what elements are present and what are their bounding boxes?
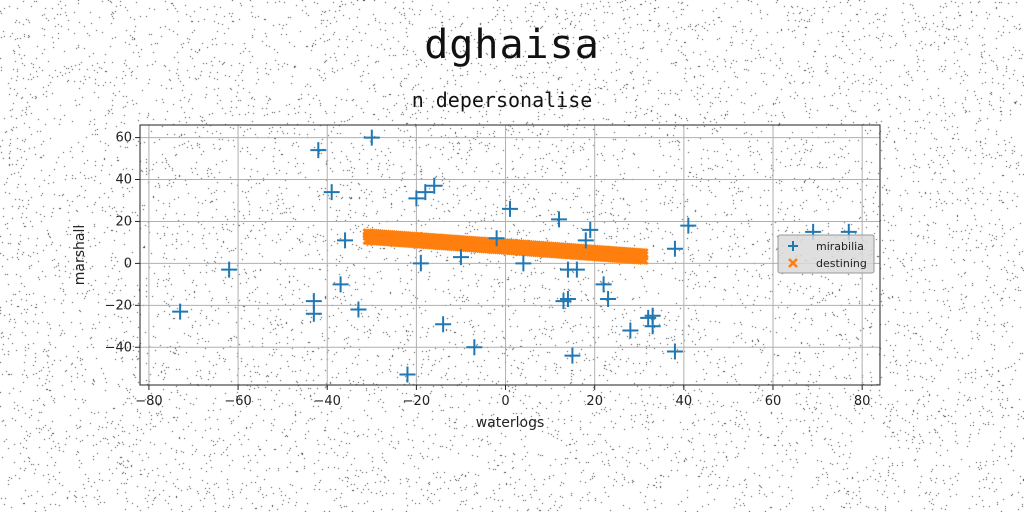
point-mirabilia xyxy=(305,305,322,322)
point-mirabilia xyxy=(408,190,425,207)
point-mirabilia xyxy=(555,293,572,310)
point-mirabilia xyxy=(666,240,683,257)
x-axis-label: waterlogs xyxy=(476,415,545,431)
point-mirabilia xyxy=(221,261,238,278)
legend-marker-destining xyxy=(788,258,798,268)
legend-marker-mirabilia xyxy=(788,241,798,251)
point-mirabilia xyxy=(435,316,452,333)
point-mirabilia xyxy=(515,255,532,272)
point-mirabilia xyxy=(426,177,443,194)
legend-label-destining: destining xyxy=(816,257,867,270)
point-mirabilia xyxy=(466,339,483,356)
x-tick-label: 60 xyxy=(765,394,782,409)
point-mirabilia xyxy=(337,232,354,249)
x-tick-label: 20 xyxy=(586,394,603,409)
x-tick-label: 40 xyxy=(676,394,693,409)
point-destining xyxy=(638,248,649,258)
point-mirabilia xyxy=(600,291,617,308)
point-mirabilia xyxy=(568,261,585,278)
y-tick-label: 60 xyxy=(115,131,132,146)
point-mirabilia xyxy=(399,366,416,383)
point-mirabilia xyxy=(640,309,657,326)
legend: mirabilia destining xyxy=(777,234,875,274)
series-mirabilia xyxy=(172,129,857,383)
point-mirabilia xyxy=(564,347,581,364)
point-mirabilia xyxy=(332,276,349,293)
point-mirabilia xyxy=(666,343,683,360)
point-mirabilia xyxy=(595,276,612,293)
x-tick-label: −80 xyxy=(135,394,162,409)
point-mirabilia xyxy=(502,200,518,217)
point-mirabilia xyxy=(350,301,367,318)
x-axis-ticks: −80 −60 −40 −20 0 20 40 60 80 xyxy=(135,385,870,409)
plot-frame xyxy=(139,124,881,386)
grid-lines xyxy=(140,125,880,385)
chart-title: dghaisa xyxy=(424,22,600,68)
point-mirabilia xyxy=(644,318,661,335)
x-tick-label: −60 xyxy=(224,394,251,409)
y-tick-label: 0 xyxy=(124,256,132,271)
y-axis-label: marshall xyxy=(72,225,88,286)
point-mirabilia xyxy=(412,255,429,272)
legend-box xyxy=(777,234,875,274)
y-axis-ticks: −40 −20 0 20 40 60 xyxy=(105,131,140,355)
point-mirabilia xyxy=(363,129,380,146)
x-tick-label: −40 xyxy=(314,394,341,409)
point-mirabilia xyxy=(417,184,434,201)
x-tick-label: 0 xyxy=(501,394,509,409)
y-tick-label: −40 xyxy=(105,340,132,355)
point-mirabilia xyxy=(172,303,189,320)
point-mirabilia xyxy=(582,221,599,238)
point-mirabilia xyxy=(310,142,327,159)
y-tick-label: −20 xyxy=(105,298,132,313)
y-tick-label: 40 xyxy=(115,173,132,188)
point-mirabilia xyxy=(323,184,340,201)
legend-marker-mirabilia-shape xyxy=(788,241,798,251)
x-tick-label: −20 xyxy=(403,394,430,409)
point-mirabilia xyxy=(559,291,576,308)
point-mirabilia xyxy=(577,232,594,249)
legend-label-mirabilia: mirabilia xyxy=(816,240,864,253)
point-mirabilia xyxy=(622,322,639,339)
y-tick-label: 20 xyxy=(115,214,132,229)
point-mirabilia xyxy=(551,211,568,228)
legend-marker-destining-shape xyxy=(788,258,798,268)
point-mirabilia xyxy=(680,217,697,234)
x-tick-label: 80 xyxy=(854,394,871,409)
point-mirabilia xyxy=(452,249,469,266)
chart-subtitle: n depersonalise xyxy=(411,88,593,112)
point-mirabilia xyxy=(488,230,505,247)
